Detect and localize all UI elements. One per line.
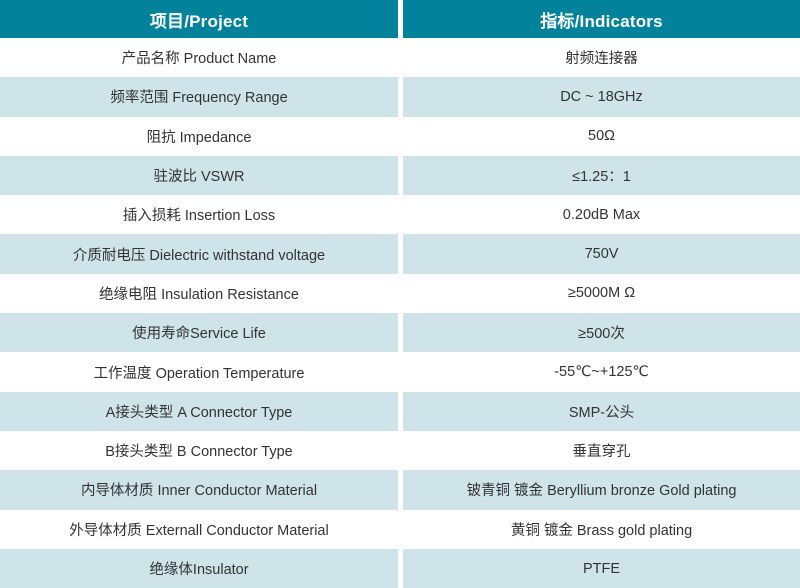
table-row: 插入损耗 Insertion Loss 0.20dB Max	[0, 195, 800, 235]
table-row: 外导体材质 Externall Conductor Material 黄铜 镀金 …	[0, 509, 800, 549]
cell-indicator: SMP-公头	[403, 391, 800, 431]
column-divider	[398, 195, 403, 235]
table-row: 绝缘体Insulator PTFE	[0, 548, 800, 588]
cell-indicator: PTFE	[403, 548, 800, 588]
column-divider	[398, 77, 403, 117]
cell-project: 频率范围 Frequency Range	[0, 77, 398, 117]
column-divider	[398, 116, 403, 156]
table-header: 项目/Project 指标/Indicators	[0, 0, 800, 38]
column-divider	[398, 391, 403, 431]
table-row: B接头类型 B Connector Type 垂直穿孔	[0, 430, 800, 471]
column-divider	[398, 38, 403, 78]
cell-indicator: 750V	[403, 234, 800, 274]
column-divider	[398, 548, 403, 588]
column-divider	[398, 313, 403, 353]
cell-project: 驻波比 VSWR	[0, 155, 398, 196]
table-row: 绝缘电阻 Insulation Resistance ≥5000M Ω	[0, 273, 800, 314]
cell-indicator: 黄铜 镀金 Brass gold plating	[403, 509, 800, 549]
column-divider	[398, 273, 403, 314]
table-row: 使用寿命Service Life ≥500次	[0, 313, 800, 353]
table-row: 频率范围 Frequency Range DC ~ 18GHz	[0, 77, 800, 117]
cell-project: 绝缘体Insulator	[0, 548, 398, 588]
cell-project: 产品名称 Product Name	[0, 38, 398, 78]
cell-indicator: 射频连接器	[403, 38, 800, 78]
column-divider	[398, 470, 403, 510]
cell-project: 阻抗 Impedance	[0, 116, 398, 156]
cell-project: 工作温度 Operation Temperature	[0, 352, 398, 392]
cell-indicator: ≥5000M Ω	[403, 273, 800, 314]
cell-indicator: 垂直穿孔	[403, 430, 800, 471]
table-body: 产品名称 Product Name 射频连接器 频率范围 Frequency Ran…	[0, 38, 800, 588]
header-row: 项目/Project 指标/Indicators	[0, 0, 800, 38]
table-row: A接头类型 A Connector Type SMP-公头	[0, 391, 800, 431]
cell-indicator: ≤1.25：1	[403, 155, 800, 196]
column-divider	[398, 0, 403, 38]
cell-indicator: 铍青铜 镀金 Beryllium bronze Gold plating	[403, 470, 800, 510]
table-row: 介质耐电压 Dielectric withstand voltage 750V	[0, 234, 800, 274]
column-divider	[398, 155, 403, 196]
cell-indicator: ≥500次	[403, 313, 800, 353]
cell-project: A接头类型 A Connector Type	[0, 391, 398, 431]
cell-indicator: 50Ω	[403, 116, 800, 156]
table-row: 内导体材质 Inner Conductor Material 铍青铜 镀金 Ber…	[0, 470, 800, 510]
cell-project: 内导体材质 Inner Conductor Material	[0, 470, 398, 510]
cell-indicator: -55℃~+125℃	[403, 352, 800, 392]
cell-project: 绝缘电阻 Insulation Resistance	[0, 273, 398, 314]
table-row: 驻波比 VSWR ≤1.25：1	[0, 155, 800, 196]
table-row: 产品名称 Product Name 射频连接器	[0, 38, 800, 78]
cell-project: B接头类型 B Connector Type	[0, 430, 398, 471]
column-divider	[398, 352, 403, 392]
table-row: 阻抗 Impedance 50Ω	[0, 116, 800, 156]
cell-project: 使用寿命Service Life	[0, 313, 398, 353]
column-divider	[398, 509, 403, 549]
column-header-project: 项目/Project	[0, 0, 398, 38]
table-row: 工作温度 Operation Temperature -55℃~+125℃	[0, 352, 800, 392]
column-divider	[398, 430, 403, 471]
cell-project: 外导体材质 Externall Conductor Material	[0, 509, 398, 549]
cell-indicator: 0.20dB Max	[403, 195, 800, 235]
column-divider	[398, 234, 403, 274]
cell-project: 插入损耗 Insertion Loss	[0, 195, 398, 235]
cell-indicator: DC ~ 18GHz	[403, 77, 800, 117]
column-header-indicator: 指标/Indicators	[403, 0, 800, 38]
cell-project: 介质耐电压 Dielectric withstand voltage	[0, 234, 398, 274]
